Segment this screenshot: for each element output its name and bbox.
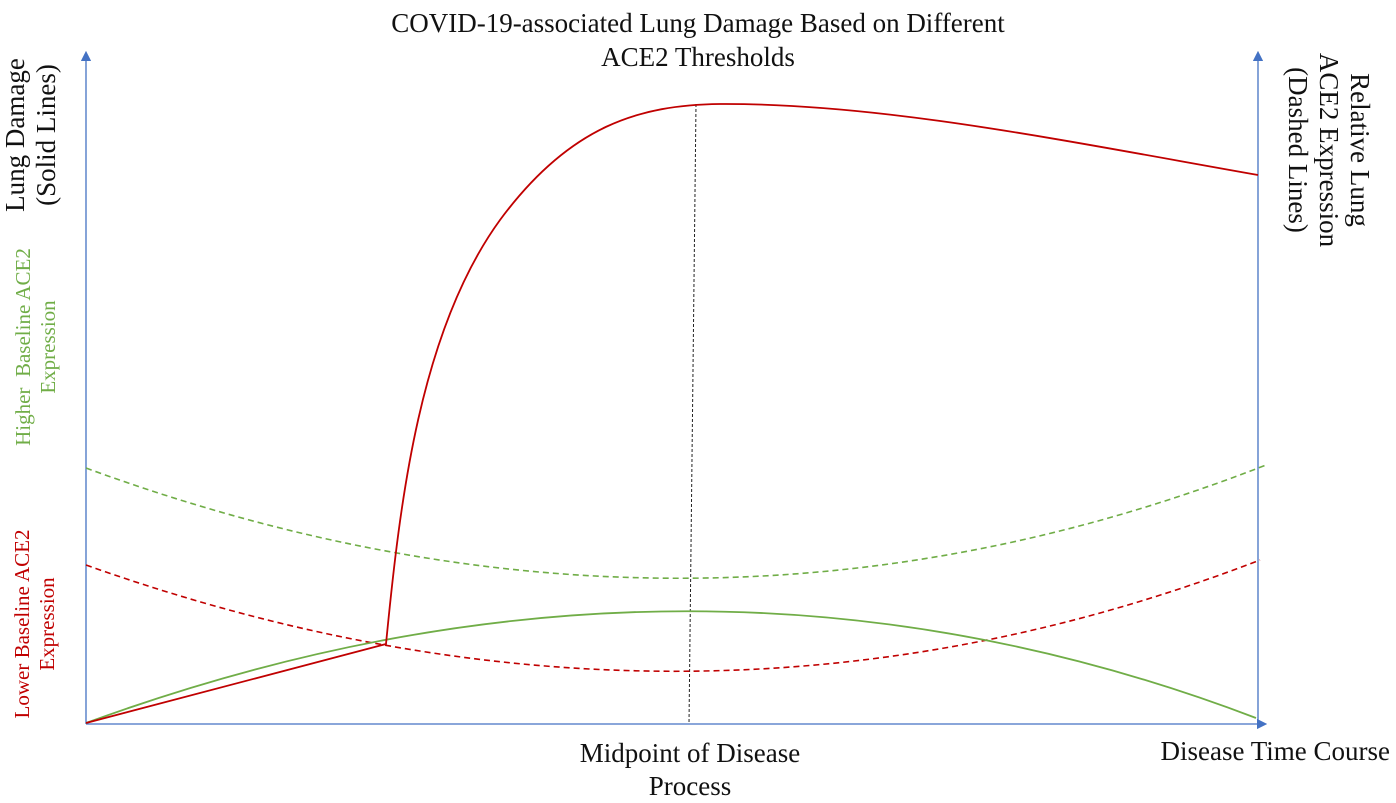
midpoint-label: Midpoint of Disease Process xyxy=(560,740,820,800)
right-axis-label-line-2: ACE2 Expression xyxy=(1314,52,1344,248)
lower-legend-line-1: Lower Baseline ACE2 xyxy=(10,529,34,719)
higher-legend-line-1: Higher Baseline ACE2 xyxy=(11,248,35,446)
higher-baseline-ace2-expression-curve xyxy=(85,464,1267,580)
higher-baseline-lung-damage-curve xyxy=(85,610,1257,724)
lower-legend-line-2: Expression xyxy=(35,577,59,671)
left-axis-label: Lung Damage (Solid Lines) xyxy=(0,35,66,235)
right-axis-label: Relative Lung ACE2 Expression (Dashed Li… xyxy=(1277,45,1375,255)
x-axis-label: Disease Time Course xyxy=(1160,736,1391,766)
diagram-title-line-2: ACE2 Thresholds xyxy=(601,42,795,72)
lower-baseline-legend-label: Lower Baseline ACE2 Expression xyxy=(10,514,66,734)
left-axis-label-line-1: Lung Damage xyxy=(0,58,30,212)
higher-legend-line-2: Expression xyxy=(36,300,60,394)
midpoint-label-line-2: Process xyxy=(648,771,732,801)
higher-baseline-legend-label: Higher Baseline ACE2 Expression xyxy=(11,232,67,462)
right-axis-label-line-3: (Dashed Lines) xyxy=(1283,67,1313,233)
right-axis-label-line-1: Relative Lung xyxy=(1345,73,1375,227)
left-axis-label-line-2: (Solid Lines) xyxy=(31,64,61,206)
lower-baseline-ace2-expression-curve xyxy=(85,559,1261,673)
midpoint-label-line-1: Midpoint of Disease xyxy=(579,738,801,768)
diagram-title-line-1: COVID-19-associated Lung Damage Based on… xyxy=(391,8,1005,38)
midpoint-line xyxy=(688,103,697,725)
lower-baseline-lung-damage-curve xyxy=(85,103,1259,724)
